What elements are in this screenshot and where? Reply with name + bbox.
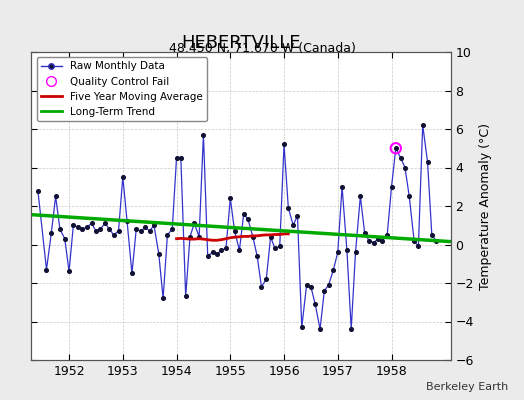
Point: [414, 243, 422, 250]
Point: [428, 232, 436, 238]
Point: [249, 234, 257, 240]
Point: [244, 216, 252, 223]
Point: [235, 247, 244, 254]
Point: [338, 184, 346, 190]
Point: [276, 243, 284, 250]
Point: [397, 155, 405, 161]
Point: [293, 212, 302, 219]
Point: [177, 155, 185, 161]
Point: [361, 230, 369, 236]
Point: [181, 293, 190, 300]
Point: [69, 222, 78, 228]
Point: [405, 193, 413, 200]
Point: [199, 132, 208, 138]
Point: [146, 228, 154, 234]
Point: [56, 226, 64, 232]
Point: [105, 226, 114, 232]
Point: [226, 195, 234, 202]
Point: [257, 284, 266, 290]
Point: [118, 174, 127, 180]
Point: [280, 141, 288, 148]
Point: [253, 253, 261, 259]
Point: [123, 218, 132, 225]
Point: [365, 238, 373, 244]
Point: [150, 222, 158, 228]
Point: [324, 282, 333, 288]
Point: [401, 164, 409, 171]
Point: [351, 249, 359, 255]
Point: [383, 232, 391, 238]
Point: [132, 226, 140, 232]
Point: [190, 220, 199, 226]
Point: [51, 193, 60, 200]
Point: [110, 232, 118, 238]
Point: [302, 282, 311, 288]
Point: [47, 230, 56, 236]
Point: [369, 239, 378, 246]
Point: [172, 155, 181, 161]
Point: [271, 245, 279, 252]
Point: [289, 222, 297, 228]
Point: [374, 236, 383, 242]
Point: [88, 220, 96, 226]
Point: [195, 234, 203, 240]
Legend: Raw Monthly Data, Quality Control Fail, Five Year Moving Average, Long-Term Tren: Raw Monthly Data, Quality Control Fail, …: [37, 57, 207, 121]
Point: [163, 232, 171, 238]
Point: [391, 145, 400, 152]
Point: [311, 301, 320, 307]
Point: [128, 270, 136, 276]
Point: [78, 226, 86, 232]
Point: [307, 284, 315, 290]
Point: [74, 224, 82, 230]
Point: [213, 251, 221, 257]
Title: HEBERTVILLE: HEBERTVILLE: [181, 34, 301, 52]
Point: [320, 288, 329, 294]
Text: Berkeley Earth: Berkeley Earth: [426, 382, 508, 392]
Point: [168, 226, 177, 232]
Point: [231, 228, 239, 234]
Point: [61, 236, 69, 242]
Point: [239, 210, 248, 217]
Point: [262, 276, 270, 282]
Point: [217, 247, 225, 254]
Point: [356, 193, 365, 200]
Point: [141, 224, 149, 230]
Y-axis label: Temperature Anomaly (°C): Temperature Anomaly (°C): [479, 122, 493, 290]
Point: [284, 205, 292, 211]
Point: [222, 245, 230, 252]
Text: 48.450 N, 71.670 W (Canada): 48.450 N, 71.670 W (Canada): [169, 42, 355, 55]
Point: [136, 228, 145, 234]
Point: [316, 326, 324, 332]
Point: [83, 224, 91, 230]
Point: [92, 228, 100, 234]
Point: [432, 238, 440, 244]
Point: [378, 238, 387, 244]
Point: [65, 268, 73, 275]
Point: [387, 184, 396, 190]
Point: [329, 266, 337, 273]
Point: [419, 122, 427, 128]
Point: [101, 220, 110, 226]
Point: [209, 249, 217, 255]
Point: [347, 326, 355, 332]
Point: [203, 253, 212, 259]
Point: [391, 145, 400, 152]
Point: [155, 251, 163, 257]
Point: [42, 266, 51, 273]
Point: [159, 295, 167, 302]
Point: [343, 247, 351, 254]
Point: [423, 158, 432, 165]
Point: [266, 234, 275, 240]
Point: [114, 228, 123, 234]
Point: [410, 238, 418, 244]
Point: [298, 324, 306, 330]
Point: [334, 249, 342, 255]
Point: [34, 187, 42, 194]
Point: [96, 226, 104, 232]
Point: [186, 234, 194, 240]
